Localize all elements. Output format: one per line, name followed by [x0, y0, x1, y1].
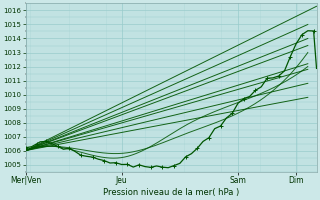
- X-axis label: Pression niveau de la mer( hPa ): Pression niveau de la mer( hPa ): [103, 188, 239, 197]
